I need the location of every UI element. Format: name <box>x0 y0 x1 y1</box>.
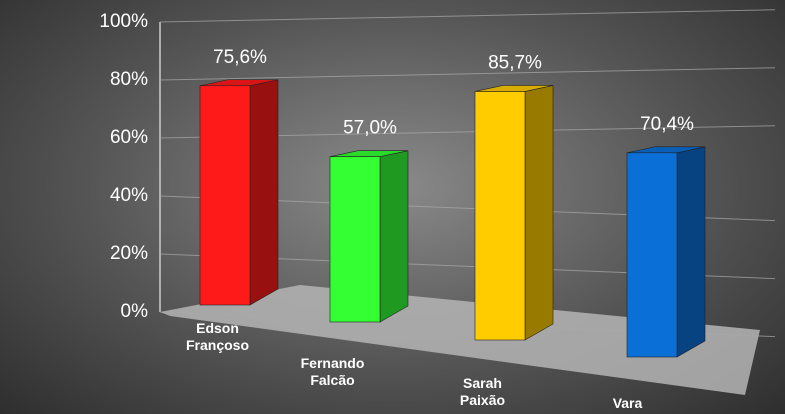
bar-side <box>524 85 554 341</box>
grid-line <box>159 67 776 81</box>
x-tick-label: Vara <box>612 395 643 411</box>
y-tick-label: 40% <box>110 185 148 206</box>
y-tick-label: 0% <box>121 301 149 322</box>
bar-side <box>676 146 706 358</box>
y-tick-label: 80% <box>110 69 148 90</box>
bar-side <box>379 150 409 323</box>
x-tick-label: Edson Françoso <box>185 320 249 353</box>
x-tick-label: Fernando Falcão <box>300 355 365 388</box>
bar <box>199 85 251 306</box>
value-label: 75,6% <box>213 47 267 68</box>
value-label: 57,0% <box>343 118 397 139</box>
grid-line <box>159 9 776 23</box>
value-label: 70,4% <box>640 114 694 135</box>
floor <box>160 285 760 395</box>
y-tick-label: 100% <box>99 11 148 32</box>
bar-side <box>249 79 279 306</box>
bar <box>474 91 526 341</box>
bar <box>626 152 678 358</box>
y-tick-label: 20% <box>110 243 148 264</box>
bar <box>329 156 381 323</box>
value-label: 85,7% <box>488 52 542 73</box>
x-tick-label: Sarah Paixão <box>459 375 506 408</box>
y-tick-label: 60% <box>110 127 148 148</box>
